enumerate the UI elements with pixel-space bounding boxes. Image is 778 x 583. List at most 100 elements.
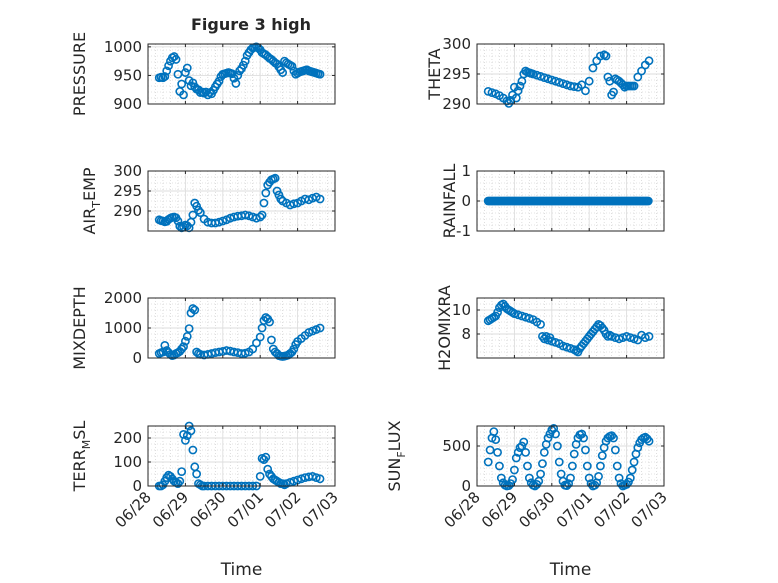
air_temp-y-tick-label: 300 <box>113 162 142 180</box>
h2omixra-point <box>547 336 557 346</box>
sun_flux-point <box>491 435 501 444</box>
pressure-point <box>240 56 250 66</box>
sun_flux-point <box>524 473 534 483</box>
sun_flux-y-tick-label: 500 <box>442 437 471 455</box>
air_temp-point <box>255 212 265 222</box>
mixdepth-point <box>289 344 299 354</box>
theta-point <box>532 70 542 80</box>
terr_msl-x-axis-label: Time <box>220 560 263 580</box>
pressure-point <box>162 66 172 76</box>
theta-point <box>558 79 568 88</box>
sun_flux-point <box>483 457 493 467</box>
mixdepth-point <box>252 338 261 348</box>
mixdepth-point <box>265 317 274 327</box>
h2omixra-point <box>644 331 654 341</box>
pressure-point <box>203 90 213 100</box>
sun_flux-point <box>633 443 643 452</box>
mixdepth-point <box>255 332 265 342</box>
theta-point <box>609 87 618 97</box>
rainfall-y-axis-label: RAINFALL <box>440 164 459 239</box>
terr_msl-point <box>281 479 291 488</box>
theta-point <box>483 87 493 96</box>
pressure-point <box>287 61 297 71</box>
pressure-point <box>278 68 288 77</box>
theta-y-tick-label: 295 <box>442 65 471 83</box>
sun_flux-point <box>510 465 519 475</box>
h2omixra-point <box>622 331 631 341</box>
theta-point <box>547 75 557 85</box>
air_temp-axes-box <box>147 170 336 232</box>
theta-point <box>644 56 654 66</box>
terr_msl-point <box>315 474 325 484</box>
terr_msl-point <box>261 452 271 462</box>
pressure-point <box>177 79 187 89</box>
sun_flux-point <box>614 473 624 483</box>
mixdepth-point <box>267 335 276 345</box>
mixdepth-point <box>160 340 170 350</box>
sun_flux-point <box>554 457 564 467</box>
h2omixra-y-axis-label: H2OMIXRA <box>435 285 454 371</box>
terr_msl-point <box>188 445 198 455</box>
pressure-point <box>231 79 241 88</box>
terr_msl-point <box>180 435 190 445</box>
sun_flux-point <box>594 471 603 481</box>
sun_flux-point <box>551 429 560 439</box>
air_temp-y-tick-label: 295 <box>113 182 142 200</box>
h2omixra-series <box>483 299 654 357</box>
sun_flux-point <box>508 475 517 484</box>
terr_msl-y-tick-label: 100 <box>113 453 142 471</box>
sun_flux-point <box>582 461 592 471</box>
theta-point <box>554 78 564 87</box>
terr_msl-point <box>186 426 196 436</box>
rainfall-series <box>483 196 653 206</box>
subplot-mixdepth: 0 1000 2000 MIXDEPTH <box>70 286 336 370</box>
mixdepth-point <box>315 323 325 333</box>
terr_msl-axes-box <box>147 425 336 487</box>
sun_flux-point <box>612 461 622 471</box>
air_temp-point <box>257 210 267 220</box>
h2omixra-point <box>551 337 560 347</box>
theta-point <box>536 72 545 81</box>
theta-point <box>551 76 560 86</box>
terr_msl-point <box>311 473 321 482</box>
air_temp-point <box>173 216 183 226</box>
pressure-y-tick-label: 900 <box>113 95 142 113</box>
air_temp-series <box>154 173 325 233</box>
theta-y-tick-label: 300 <box>442 35 471 53</box>
air_temp-point <box>188 210 198 220</box>
mixdepth-point <box>190 305 200 315</box>
air_temp-point <box>214 217 224 227</box>
mixdepth-point <box>179 342 188 351</box>
pressure-point <box>182 63 192 73</box>
subplot-air-temp: 290 295 300 AIRTEMP <box>80 162 336 235</box>
sun_flux-y-axis-label-rest: LUX <box>385 420 404 451</box>
pressure-point <box>164 61 173 71</box>
terr_msl-y-axis-label-rest: SL <box>70 421 89 440</box>
terr_msl-point <box>308 471 317 481</box>
h2omixra-point <box>524 313 534 323</box>
sun_flux-point <box>644 436 654 446</box>
pressure-y-axis-label: PRESSURE <box>70 32 89 116</box>
h2omixra-point <box>536 319 545 329</box>
mixdepth-y-tick-label: 0 <box>132 349 142 367</box>
h2omixra-point <box>562 342 572 352</box>
subplot-pressure: 900 950 1000 PRESSURE <box>70 32 336 116</box>
sun_flux-axes-box <box>476 425 665 487</box>
sun_flux-y-axis-label-sub: F <box>395 451 408 457</box>
h2omixra-point <box>493 307 502 317</box>
sun_flux-point <box>495 461 504 471</box>
sun_flux-y-axis-label: SUNFLUX <box>385 420 408 491</box>
rainfall-y-axis-label-main: RAINFALL <box>440 164 459 239</box>
theta-point <box>528 69 538 79</box>
pressure-y-tick-label: 950 <box>113 66 142 84</box>
air_temp-y-axis-label-sub: T <box>90 201 103 209</box>
h2omixra-point <box>629 334 639 344</box>
sun_flux-point <box>597 451 607 460</box>
pressure-y-tick-label: 1000 <box>104 38 142 56</box>
rainfall-y-tick-label: 0 <box>461 192 471 210</box>
h2omixra-y-axis-label-main: H2OMIXRA <box>435 285 454 371</box>
pressure-point <box>160 72 170 81</box>
air_temp-point <box>259 198 269 208</box>
terr_msl-y-tick-label: 0 <box>132 477 142 495</box>
